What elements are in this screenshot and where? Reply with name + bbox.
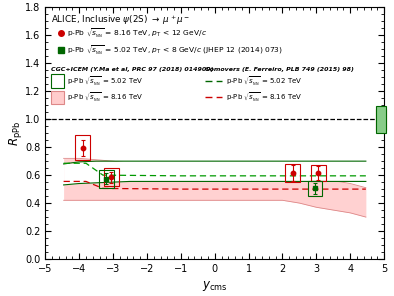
Bar [51,75,64,88]
Text: p-Pb $\sqrt{s_{_{\rm NN}}}$ = 5.02 TeV: p-Pb $\sqrt{s_{_{\rm NN}}}$ = 5.02 TeV [67,74,144,88]
Bar [51,91,64,104]
X-axis label: $y_{\mathrm{cms}}$: $y_{\mathrm{cms}}$ [202,279,228,293]
Text: ALICE, Inclusive $\psi$(2S) $\rightarrow$ $\mu^+\mu^-$: ALICE, Inclusive $\psi$(2S) $\rightarrow… [51,14,191,28]
Bar [75,135,90,160]
Bar [310,165,325,181]
Bar [376,109,385,130]
Text: p-Pb $\sqrt{s_{_{\rm NN}}}$ = 5.02 TeV, $p_{\rm T}$ < 8 GeV/$c$ (JHEP 12 (2014) : p-Pb $\sqrt{s_{_{\rm NN}}}$ = 5.02 TeV, … [67,43,283,57]
Bar [376,106,385,133]
Bar [104,168,119,186]
Text: Comovers (E. Ferreiro, PLB 749 (2015) 98): Comovers (E. Ferreiro, PLB 749 (2015) 98… [204,67,353,72]
Text: p-Pb $\sqrt{s_{_{\rm NN}}}$ = 8.16 TeV: p-Pb $\sqrt{s_{_{\rm NN}}}$ = 8.16 TeV [226,91,302,104]
Bar [285,164,300,182]
Text: p-Pb $\sqrt{s_{_{\rm NN}}}$ = 8.16 TeV, $p_{\rm T}$ < 12 GeV/$c$: p-Pb $\sqrt{s_{_{\rm NN}}}$ = 8.16 TeV, … [67,26,207,40]
Text: p-Pb $\sqrt{s_{_{\rm NN}}}$ = 5.02 TeV: p-Pb $\sqrt{s_{_{\rm NN}}}$ = 5.02 TeV [226,74,302,88]
Bar [308,181,322,196]
Bar [99,170,114,188]
Text: p-Pb $\sqrt{s_{_{\rm NN}}}$ = 8.16 TeV: p-Pb $\sqrt{s_{_{\rm NN}}}$ = 8.16 TeV [67,91,144,104]
Text: CGC+ICEM (Y.Ma et al, PRC 97 (2018) 014909): CGC+ICEM (Y.Ma et al, PRC 97 (2018) 0149… [51,67,214,72]
Y-axis label: $R_{\mathrm{pPb}}$: $R_{\mathrm{pPb}}$ [7,121,24,146]
